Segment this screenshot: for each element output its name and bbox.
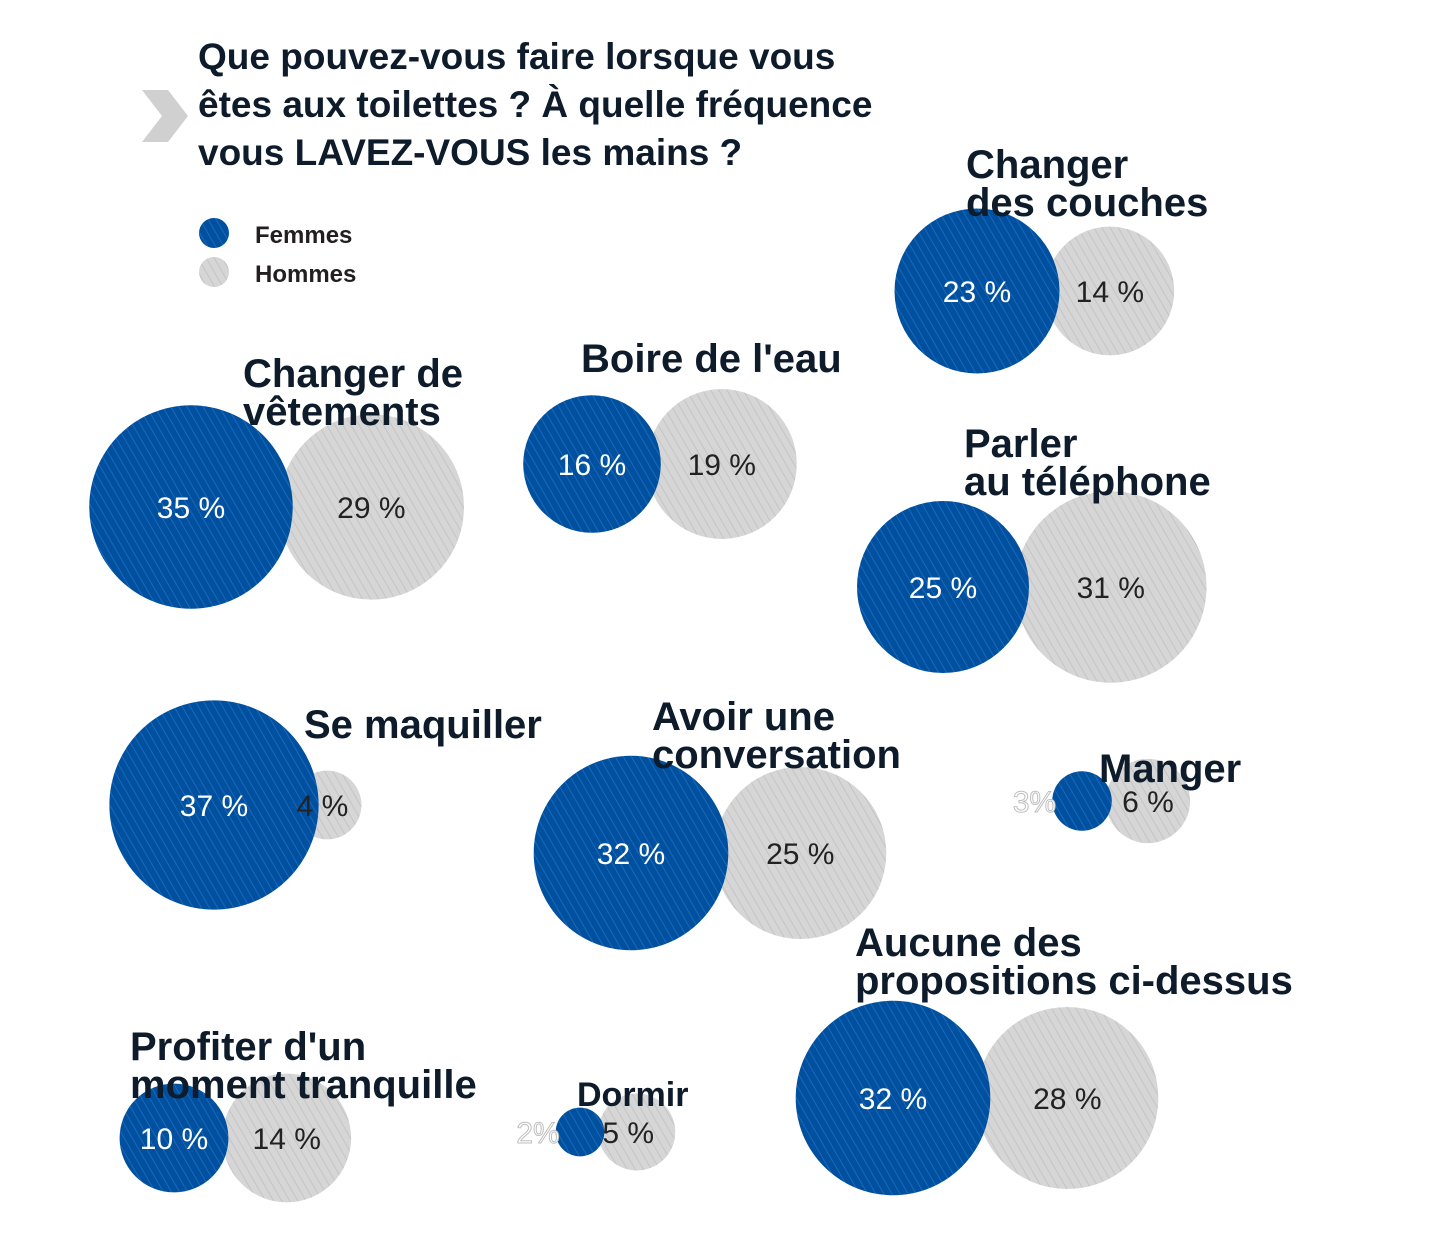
value-femmes-couches: 23 % <box>943 276 1011 309</box>
value-femmes-conversation: 32 % <box>597 838 665 871</box>
legend-label-hommes: Hommes <box>255 261 356 288</box>
value-femmes-dormir: 2% <box>516 1117 559 1150</box>
category-label-line: Aucune des <box>855 921 1082 965</box>
bubble-femmes-eau <box>523 395 661 533</box>
group-vetements: 29 % 35 % Changer de vêtements <box>89 352 465 609</box>
value-hommes-couches: 14 % <box>1076 276 1144 309</box>
category-label-line: Se maquiller <box>304 703 542 747</box>
value-hommes-tranquille: 14 % <box>253 1123 321 1156</box>
category-label-line: des couches <box>966 181 1208 225</box>
group-tranquille: 14 % 10 % Profiter d'un moment tranquille <box>119 1025 477 1203</box>
group-aucune: 28 % 32 % Aucune des propositions ci-dessus <box>795 921 1293 1196</box>
value-hommes-dormir: 5 % <box>602 1117 654 1150</box>
category-label-eau: Boire de l'eau <box>581 337 842 381</box>
bubble-hommes-couches <box>1045 226 1175 356</box>
category-label-line: Boire de l'eau <box>581 337 842 381</box>
bubble-groups: 14 % 23 % Changer des couches 29 % 35 % Change… <box>89 143 1293 1203</box>
legend: Femmes Hommes <box>199 218 356 288</box>
category-label-line: moment tranquille <box>130 1063 477 1107</box>
category-label-line: propositions ci-dessus <box>855 959 1293 1003</box>
category-label-dormir: Dormir <box>577 1076 688 1114</box>
value-femmes-tranquille: 10 % <box>140 1123 208 1156</box>
bubble-hommes-aucune <box>976 1006 1159 1190</box>
bubble-femmes-conversation <box>533 755 729 951</box>
category-label-aucune: Aucune des propositions ci-dessus <box>855 921 1293 1003</box>
title-line-2: êtes aux toilettes ? À quelle fréquence <box>198 84 872 125</box>
title-line-1: Que pouvez-vous faire lorsque vous <box>198 36 835 77</box>
title-line-3: vous LAVEZ-VOUS les mains ? <box>198 132 742 173</box>
value-femmes-maquiller: 37 % <box>180 790 248 823</box>
category-label-line: vêtements <box>243 390 441 434</box>
category-label-line: Avoir une <box>652 695 835 739</box>
category-label-telephone: Parler au téléphone <box>964 422 1211 504</box>
value-hommes-conversation: 25 % <box>766 838 834 871</box>
value-hommes-telephone: 31 % <box>1077 572 1145 605</box>
category-label-line: au téléphone <box>964 460 1211 504</box>
legend-label-femmes: Femmes <box>255 222 352 249</box>
bubble-hommes-dormir <box>598 1093 676 1171</box>
bubble-hommes-tranquille <box>222 1073 352 1203</box>
category-label-line: Profiter d'un <box>130 1025 366 1069</box>
category-label-line: Manger <box>1099 747 1241 791</box>
bubble-hommes-telephone <box>1014 491 1207 683</box>
bubble-hommes-vetements <box>278 414 465 600</box>
category-label-manger: Manger <box>1099 747 1241 791</box>
group-eau: 19 % 16 % Boire de l'eau <box>523 337 842 539</box>
group-dormir: 5 % 2% Dormir <box>516 1076 688 1171</box>
group-maquiller: 4 % 37 % Se maquiller <box>109 700 542 910</box>
value-femmes-telephone: 25 % <box>909 572 977 605</box>
bubble-femmes-vetements <box>89 405 293 609</box>
category-label-vetements: Changer de vêtements <box>243 352 463 434</box>
bubble-femmes-maquiller <box>109 700 319 910</box>
value-hommes-manger: 6 % <box>1122 786 1174 819</box>
category-label-line: Dormir <box>577 1076 688 1114</box>
bubble-femmes-manger <box>1052 771 1112 831</box>
category-label-line: Changer de <box>243 352 463 396</box>
bubble-femmes-couches <box>894 208 1060 374</box>
chevron-icon <box>142 90 188 142</box>
value-hommes-eau: 19 % <box>688 449 756 482</box>
group-couches: 14 % 23 % Changer des couches <box>894 143 1208 374</box>
category-label-line: Parler <box>964 422 1077 466</box>
value-femmes-vetements: 35 % <box>157 492 225 525</box>
category-label-tranquille: Profiter d'un moment tranquille <box>130 1025 477 1107</box>
bubble-femmes-telephone <box>857 501 1029 673</box>
bubble-femmes-tranquille <box>119 1083 229 1193</box>
category-label-line: Changer <box>966 143 1128 187</box>
bubble-femmes-dormir <box>555 1107 605 1157</box>
group-telephone: 31 % 25 % Parler au téléphone <box>857 422 1211 683</box>
value-hommes-aucune: 28 % <box>1033 1083 1101 1116</box>
bubble-hommes-conversation <box>714 767 887 939</box>
bubble-femmes-aucune <box>795 1000 991 1196</box>
value-femmes-manger: 3% <box>1013 786 1056 819</box>
category-label-line: conversation <box>652 733 901 777</box>
group-manger: 6 % 3% Manger <box>1012 747 1241 844</box>
bubble-hommes-manger <box>1105 758 1191 844</box>
legend-swatch-femmes <box>199 218 229 248</box>
legend-swatch-hommes <box>199 257 229 287</box>
value-femmes-eau: 16 % <box>558 449 626 482</box>
value-hommes-maquiller: 4 % <box>297 790 349 823</box>
bubble-hommes-eau <box>646 389 797 539</box>
category-label-couches: Changer des couches <box>966 143 1208 225</box>
chart-title: Que pouvez-vous faire lorsque vous êtes … <box>198 36 883 173</box>
value-femmes-aucune: 32 % <box>859 1083 927 1116</box>
value-hommes-vetements: 29 % <box>337 492 405 525</box>
category-label-maquiller: Se maquiller <box>304 703 542 747</box>
category-label-conversation: Avoir une conversation <box>652 695 901 777</box>
group-conversation: 25 % 32 % Avoir une conversation <box>533 695 901 951</box>
